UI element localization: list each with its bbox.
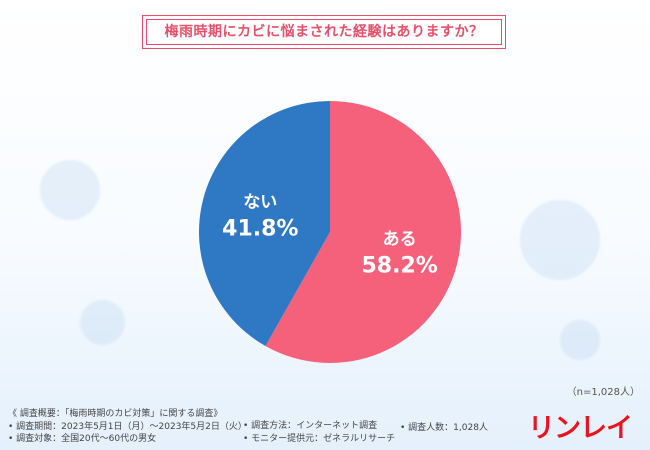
slice-value-label: 41.8% — [222, 217, 298, 242]
bokeh-decoration — [40, 160, 100, 220]
bokeh-decoration — [520, 200, 600, 280]
slice-label: ない — [243, 193, 277, 213]
survey-count: • 調査人数：1,028人 — [400, 423, 488, 433]
slice-label: ある — [383, 229, 417, 249]
period-line: • 調査期間：2023年5月1日（月）～2023年5月2日（火） — [8, 421, 247, 432]
bokeh-decoration — [80, 300, 125, 345]
brand-logo: リンレイ — [528, 413, 633, 444]
overview-line: 《 調査概要：「梅雨時期のカビ対策」に関する調査》 — [8, 409, 223, 419]
pie-slice-1 — [199, 101, 330, 346]
title-box: 梅雨時期にカビに悩まされた経験はありますか？ — [142, 15, 506, 49]
bokeh-decoration — [560, 320, 600, 360]
survey-method: • 調査方法：インターネット調査 • モニター提供元：ゼネラルリサーチ — [243, 420, 395, 445]
sample-size-note: （n=1,028人） — [566, 387, 640, 398]
slice-value-label: 58.2% — [362, 253, 438, 278]
monitor-line: • モニター提供元：ゼネラルリサーチ — [243, 433, 396, 444]
method-line: • 調査方法：インターネット調査 — [243, 421, 378, 431]
pie-slice-0 — [265, 101, 461, 363]
target-line: • 調査対象：全国20代～60代の男女 — [8, 434, 157, 444]
survey-overview: 《 調査概要：「梅雨時期のカビ対策」に関する調査》 • 調査期間：2023年5月… — [8, 408, 247, 446]
